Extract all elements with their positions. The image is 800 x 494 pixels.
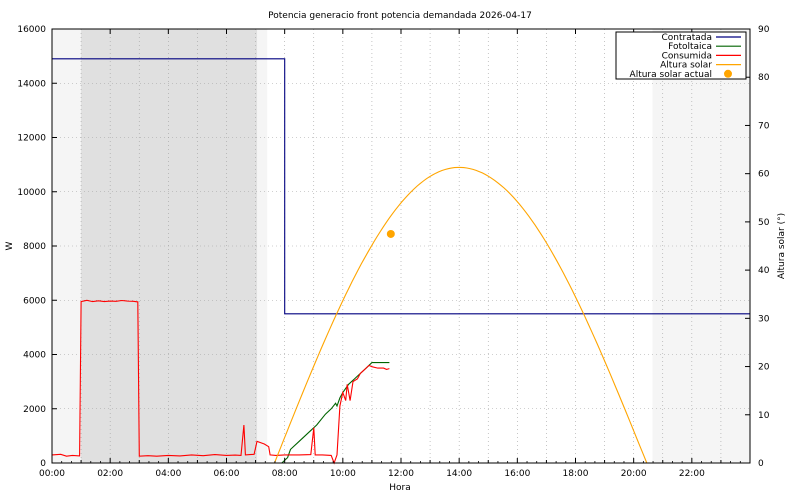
shade-band-2 (652, 29, 750, 463)
x-tick-label: 16:00 (504, 469, 530, 479)
legend-label-contratada: Contratada (661, 33, 712, 43)
x-tick-label: 14:00 (446, 469, 472, 479)
x-tick-label: 12:00 (388, 469, 414, 479)
legend-label-fotoltaica: Fotoltaica (668, 42, 712, 52)
y2-tick-label: 10 (758, 411, 770, 421)
y2-tick-label: 0 (758, 459, 764, 469)
y2-tick-label: 70 (758, 121, 770, 131)
series-line-fotoltaica (281, 362, 390, 464)
y2-tick-label: 20 (758, 363, 770, 373)
series-line-consumida (51, 299, 390, 465)
y-tick-label: 2000 (23, 405, 46, 415)
chart-title: Potencia generacio front potencia demand… (268, 11, 532, 21)
y-tick-label: 12000 (17, 134, 46, 144)
y-tick-label: 0 (40, 459, 46, 469)
x-tick-label: 22:00 (679, 469, 705, 479)
y-tick-label: 6000 (23, 296, 46, 306)
y2-tick-label: 40 (758, 266, 770, 276)
series-line-contratada (52, 58, 750, 315)
legend-label-altura-solar-actual: Altura solar actual (630, 70, 712, 80)
x-tick-label: 10:00 (330, 469, 356, 479)
x-tick-label: 08:00 (272, 469, 298, 479)
y-tick-label: 10000 (17, 188, 46, 198)
y-tick-label: 8000 (23, 242, 46, 252)
x-tick-label: 04:00 (155, 469, 181, 479)
x-tick-label: 02:00 (97, 469, 123, 479)
x-tick-label: 20:00 (621, 469, 647, 479)
legend-label-altura-solar: Altura solar (660, 61, 712, 71)
current-solar-altitude-marker (386, 229, 395, 238)
x-axis-label: Hora (389, 483, 411, 493)
y2-tick-label: 50 (758, 218, 770, 228)
y2-tick-label: 80 (758, 73, 770, 83)
series-line-altura-solar (273, 166, 648, 464)
y2-axis-label: Altura solar (°) (777, 213, 787, 279)
y2-tick-label: 60 (758, 170, 770, 180)
x-tick-label: 18:00 (563, 469, 589, 479)
legend-label-consumida: Consumida (662, 51, 712, 61)
y-tick-label: 4000 (23, 351, 46, 361)
y-axis-label: W (5, 241, 15, 250)
legend-swatch-altura-solar-actual (724, 69, 732, 78)
x-tick-label: 06:00 (214, 469, 240, 479)
series-lines (51, 58, 750, 465)
plot-frame (51, 28, 751, 464)
axis-ticks: 00:00 02:00 04:00 06:00 08:00 10:00 12:00 14:00… (17, 25, 769, 479)
x-tick-label: 00:00 (39, 469, 65, 479)
shade-band-1 (81, 29, 258, 463)
y2-tick-label: 90 (758, 25, 770, 35)
y-tick-label: 14000 (17, 79, 46, 89)
y2-tick-label: 30 (758, 314, 770, 324)
y-tick-label: 16000 (17, 25, 46, 35)
